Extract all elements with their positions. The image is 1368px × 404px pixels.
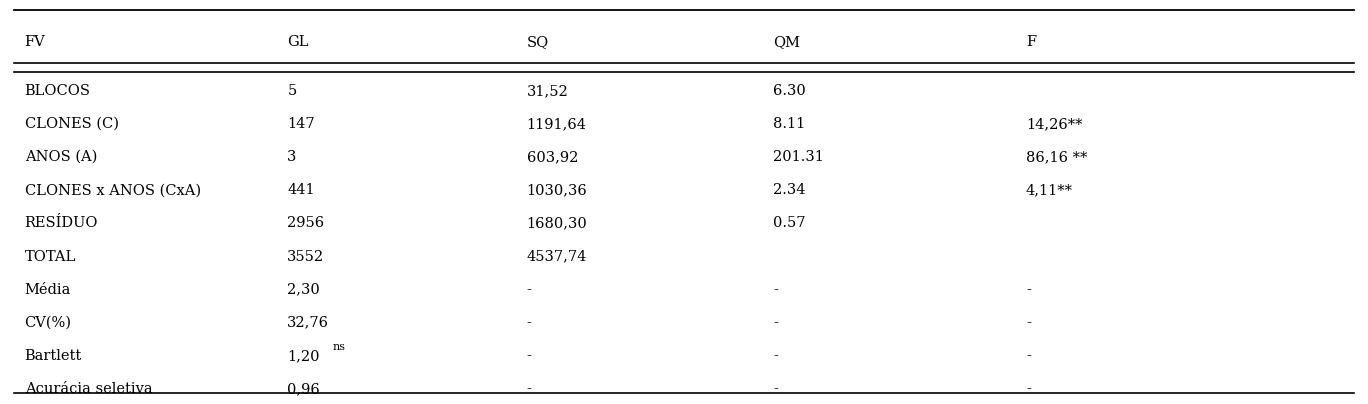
Text: 1,20: 1,20 bbox=[287, 349, 320, 363]
Text: 5: 5 bbox=[287, 84, 297, 98]
Text: 3: 3 bbox=[287, 150, 297, 164]
Text: -: - bbox=[1026, 316, 1031, 330]
Text: 0.57: 0.57 bbox=[773, 217, 806, 230]
Text: -: - bbox=[1026, 349, 1031, 363]
Text: 147: 147 bbox=[287, 117, 315, 131]
Text: -: - bbox=[773, 349, 778, 363]
Text: -: - bbox=[1026, 382, 1031, 396]
Text: Bartlett: Bartlett bbox=[25, 349, 82, 363]
Text: 1680,30: 1680,30 bbox=[527, 217, 587, 230]
Text: 2956: 2956 bbox=[287, 217, 324, 230]
Text: GL: GL bbox=[287, 36, 309, 49]
Text: SQ: SQ bbox=[527, 36, 549, 49]
Text: TOTAL: TOTAL bbox=[25, 250, 75, 263]
Text: 3552: 3552 bbox=[287, 250, 324, 263]
Text: 1191,64: 1191,64 bbox=[527, 117, 587, 131]
Text: 4537,74: 4537,74 bbox=[527, 250, 587, 263]
Text: ANOS (A): ANOS (A) bbox=[25, 150, 97, 164]
Text: 603,92: 603,92 bbox=[527, 150, 579, 164]
Text: -: - bbox=[1026, 283, 1031, 297]
Text: -: - bbox=[527, 349, 532, 363]
Text: -: - bbox=[527, 382, 532, 396]
Text: 14,26**: 14,26** bbox=[1026, 117, 1082, 131]
Text: -: - bbox=[773, 283, 778, 297]
Text: 4,11**: 4,11** bbox=[1026, 183, 1073, 197]
Text: -: - bbox=[527, 316, 532, 330]
Text: -: - bbox=[527, 283, 532, 297]
Text: -: - bbox=[773, 382, 778, 396]
Text: Média: Média bbox=[25, 283, 71, 297]
Text: 86,16 **: 86,16 ** bbox=[1026, 150, 1088, 164]
Text: FV: FV bbox=[25, 36, 45, 49]
Text: CV(%): CV(%) bbox=[25, 316, 71, 330]
Text: QM: QM bbox=[773, 36, 800, 49]
Text: -: - bbox=[773, 316, 778, 330]
Text: F: F bbox=[1026, 36, 1036, 49]
Text: 2,30: 2,30 bbox=[287, 283, 320, 297]
Text: CLONES x ANOS (CxA): CLONES x ANOS (CxA) bbox=[25, 183, 201, 197]
Text: 6.30: 6.30 bbox=[773, 84, 806, 98]
Text: 1030,36: 1030,36 bbox=[527, 183, 587, 197]
Text: 441: 441 bbox=[287, 183, 315, 197]
Text: 31,52: 31,52 bbox=[527, 84, 569, 98]
Text: RESÍDUO: RESÍDUO bbox=[25, 217, 98, 230]
Text: 201.31: 201.31 bbox=[773, 150, 824, 164]
Text: ns: ns bbox=[332, 342, 346, 352]
Text: 8.11: 8.11 bbox=[773, 117, 806, 131]
Text: 0,96: 0,96 bbox=[287, 382, 320, 396]
Text: 32,76: 32,76 bbox=[287, 316, 330, 330]
Text: BLOCOS: BLOCOS bbox=[25, 84, 90, 98]
Text: Acurácia seletiva: Acurácia seletiva bbox=[25, 382, 152, 396]
Text: CLONES (C): CLONES (C) bbox=[25, 117, 119, 131]
Text: 2.34: 2.34 bbox=[773, 183, 806, 197]
